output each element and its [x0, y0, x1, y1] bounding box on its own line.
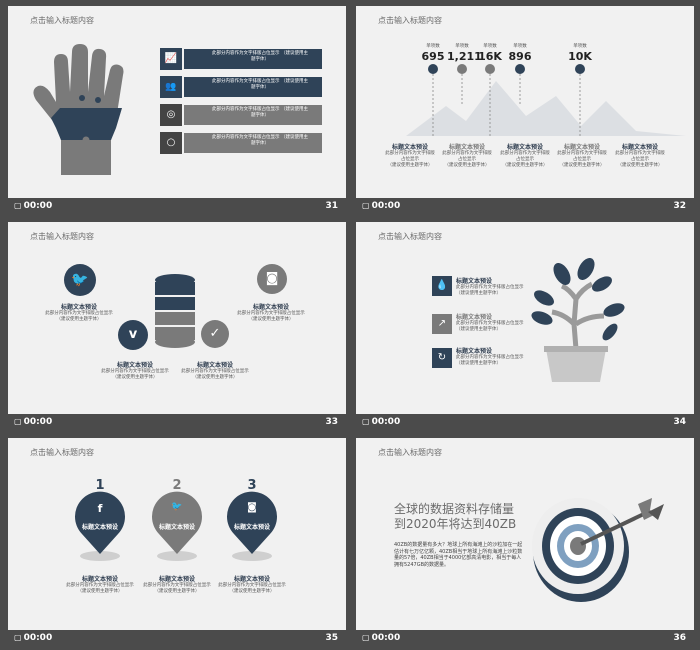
slide-footer: ▢ 00:00 34	[356, 414, 694, 434]
instagram-icon: ◙	[257, 264, 287, 294]
text-block: 标题文本预设 此部分内容作为文字排版占位显示 （建议使用主题字体）	[456, 348, 524, 366]
step-number: 1	[95, 478, 105, 493]
check-icon: ✓	[201, 320, 229, 348]
stat: 单项数 1,211	[447, 44, 482, 63]
slide-title: 点击输入标题内容	[378, 16, 442, 25]
body-text: 40ZB的数据量有多大？地球上所有海滩上的沙粒加在一起估计有七万亿亿颗，40ZB…	[394, 542, 523, 568]
clock-icon: ▢	[14, 201, 22, 210]
text-block: 标题文本预设 此部分内容作为文字排版占位显示 （建议使用主题字体）	[143, 576, 211, 594]
feature-text: 此部分内容作为文字排版占位显示 （建议使用主题字体）	[212, 107, 308, 118]
clock-icon: ▢	[14, 633, 22, 642]
headline: 全球的数据资料存储量 到2020年将达到40ZB	[394, 502, 517, 531]
slide-36[interactable]: 点击输入标题内容 全球的数据资料存储量 到2020年将达到40ZB 40ZB的数…	[356, 438, 694, 630]
page-number: 33	[325, 417, 338, 427]
page-number: 31	[325, 201, 338, 211]
slide-footer: ▢ 00:00 35	[8, 630, 346, 650]
text-block: 标题文本预设 此部分内容作为文字排版占位显示 （建议使用主题字体）	[456, 278, 524, 296]
clock-icon: ▢	[362, 417, 370, 426]
slide-footer: ▢ 00:00 31	[8, 198, 346, 218]
mountains-graphic	[406, 81, 686, 136]
tree-icon	[531, 258, 625, 382]
lifebuoy-icon: ◎	[160, 104, 182, 126]
page-number: 34	[673, 417, 686, 427]
slide-34[interactable]: 点击输入标题内容 💧 ↗ ↻ 标题文本预设 此部分内容作为文字排版占位显示 （建…	[356, 222, 694, 414]
hand-icon	[33, 44, 124, 175]
arrow-icon	[580, 510, 649, 546]
text-block: 标题文本预设 此部分内容作为文字排版占位显示 （建议使用主题字体）	[218, 576, 286, 594]
slide-33[interactable]: 点击输入标题内容 🐦 ◙ v ✓ 标题文本预设 此部分内容作为文字排版占位显示 …	[8, 222, 346, 414]
time-label: 00:00	[371, 417, 401, 427]
vimeo-icon: v	[118, 320, 148, 350]
pin-label: 标题文本预设	[233, 524, 270, 531]
clock-icon: ▢	[362, 201, 370, 210]
feature-text: 此部分内容作为文字排版占位显示 （建议使用主题字体）	[212, 51, 308, 62]
slide-title: 点击输入标题内容	[30, 16, 94, 25]
text-block: 标题文本预设 此部分内容作为文字排版占位显示 （建议使用主题字体）	[456, 314, 524, 332]
text-block: 标题文本预设 此部分内容作为文字排版占位显示 （建议使用主题字体）	[181, 362, 249, 380]
slide-title: 点击输入标题内容	[30, 232, 94, 241]
pin-label: 标题文本预设	[81, 524, 118, 531]
page-number: 32	[673, 201, 686, 211]
instagram-icon: ◙	[247, 502, 257, 513]
slide-32[interactable]: 点击输入标题内容 单项数 695 单项数 1,211 单项数 16K 单项数 8…	[356, 6, 694, 198]
refresh-icon: ↻	[432, 348, 452, 368]
twitter-icon: 🐦	[64, 264, 96, 296]
text-block: 标题文本预设 此部分内容作为文字排版占位显示 （建议使用主题字体）	[45, 304, 113, 322]
clock-icon: ▢	[362, 633, 370, 642]
bulb-icon: ○	[160, 132, 182, 154]
text-block: 标题文本预设 此部分内容作为文字排版占位显示 （建议使用主题字体）	[385, 144, 435, 168]
pins-graphic	[75, 491, 277, 561]
slide-31[interactable]: 点击输入标题内容 📈 此部分内容作为文字排版占位显示 （建议使用主题字体） 👥 …	[8, 6, 346, 198]
time-label: 00:00	[371, 201, 401, 211]
clock-icon: ▢	[14, 417, 22, 426]
pin-label: 标题文本预设	[158, 524, 195, 531]
feature-row: 📈 此部分内容作为文字排版占位显示 （建议使用主题字体）	[160, 48, 322, 70]
slide-title: 点击输入标题内容	[378, 448, 442, 457]
people-icon: 👥	[160, 76, 182, 98]
feature-text: 此部分内容作为文字排版占位显示 （建议使用主题字体）	[212, 79, 308, 90]
page-number: 35	[325, 633, 338, 643]
text-block: 标题文本预设 此部分内容作为文字排版占位显示 （建议使用主题字体）	[442, 144, 492, 168]
feature-row: ◎ 此部分内容作为文字排版占位显示 （建议使用主题字体）	[160, 104, 322, 126]
time-label: 00:00	[23, 633, 53, 643]
text-block: 标题文本预设 此部分内容作为文字排版占位显示 （建议使用主题字体）	[500, 144, 550, 168]
stat: 单项数 695	[421, 44, 445, 63]
time-label: 00:00	[23, 417, 53, 427]
slide-footer: ▢ 00:00 33	[8, 414, 346, 434]
text-block: 标题文本预设 此部分内容作为文字排版占位显示 （建议使用主题字体）	[557, 144, 607, 168]
facebook-icon: f	[97, 502, 103, 515]
target-icon	[532, 498, 664, 602]
text-block: 标题文本预设 此部分内容作为文字排版占位显示 （建议使用主题字体）	[615, 144, 665, 168]
text-block: 标题文本预设 此部分内容作为文字排版占位显示 （建议使用主题字体）	[101, 362, 169, 380]
drop-icon: 💧	[432, 276, 452, 296]
slide-footer: ▢ 00:00 36	[356, 630, 694, 650]
page-number: 36	[673, 633, 686, 643]
text-block: 标题文本预设 此部分内容作为文字排版占位显示 （建议使用主题字体）	[237, 304, 305, 322]
time-label: 00:00	[371, 633, 401, 643]
step-number: 2	[172, 478, 182, 493]
feature-row: 👥 此部分内容作为文字排版占位显示 （建议使用主题字体）	[160, 76, 322, 98]
time-label: 00:00	[23, 201, 53, 211]
slide-35[interactable]: 点击输入标题内容 1 2 3 f 🐦 ◙ 标题文本预设 标题文本预设 标题文本预…	[8, 438, 346, 630]
slide-title: 点击输入标题内容	[30, 448, 94, 457]
stat: 单项数 896	[508, 44, 532, 63]
stat: 单项数 16K	[478, 44, 502, 63]
slide-footer: ▢ 00:00 32	[356, 198, 694, 218]
feature-text: 此部分内容作为文字排版占位显示 （建议使用主题字体）	[212, 135, 308, 146]
feature-row: ○ 此部分内容作为文字排版占位显示 （建议使用主题字体）	[160, 132, 322, 154]
chart-icon: 📈	[160, 48, 182, 70]
stat: 单项数 10K	[568, 44, 592, 63]
twitter-icon: 🐦	[171, 502, 183, 512]
text-block: 标题文本预设 此部分内容作为文字排版占位显示 （建议使用主题字体）	[66, 576, 134, 594]
step-number: 3	[247, 478, 257, 493]
stat-markers	[428, 64, 585, 138]
database-icon	[155, 274, 195, 348]
share-icon: ↗	[432, 314, 452, 334]
slide-title: 点击输入标题内容	[378, 232, 442, 241]
